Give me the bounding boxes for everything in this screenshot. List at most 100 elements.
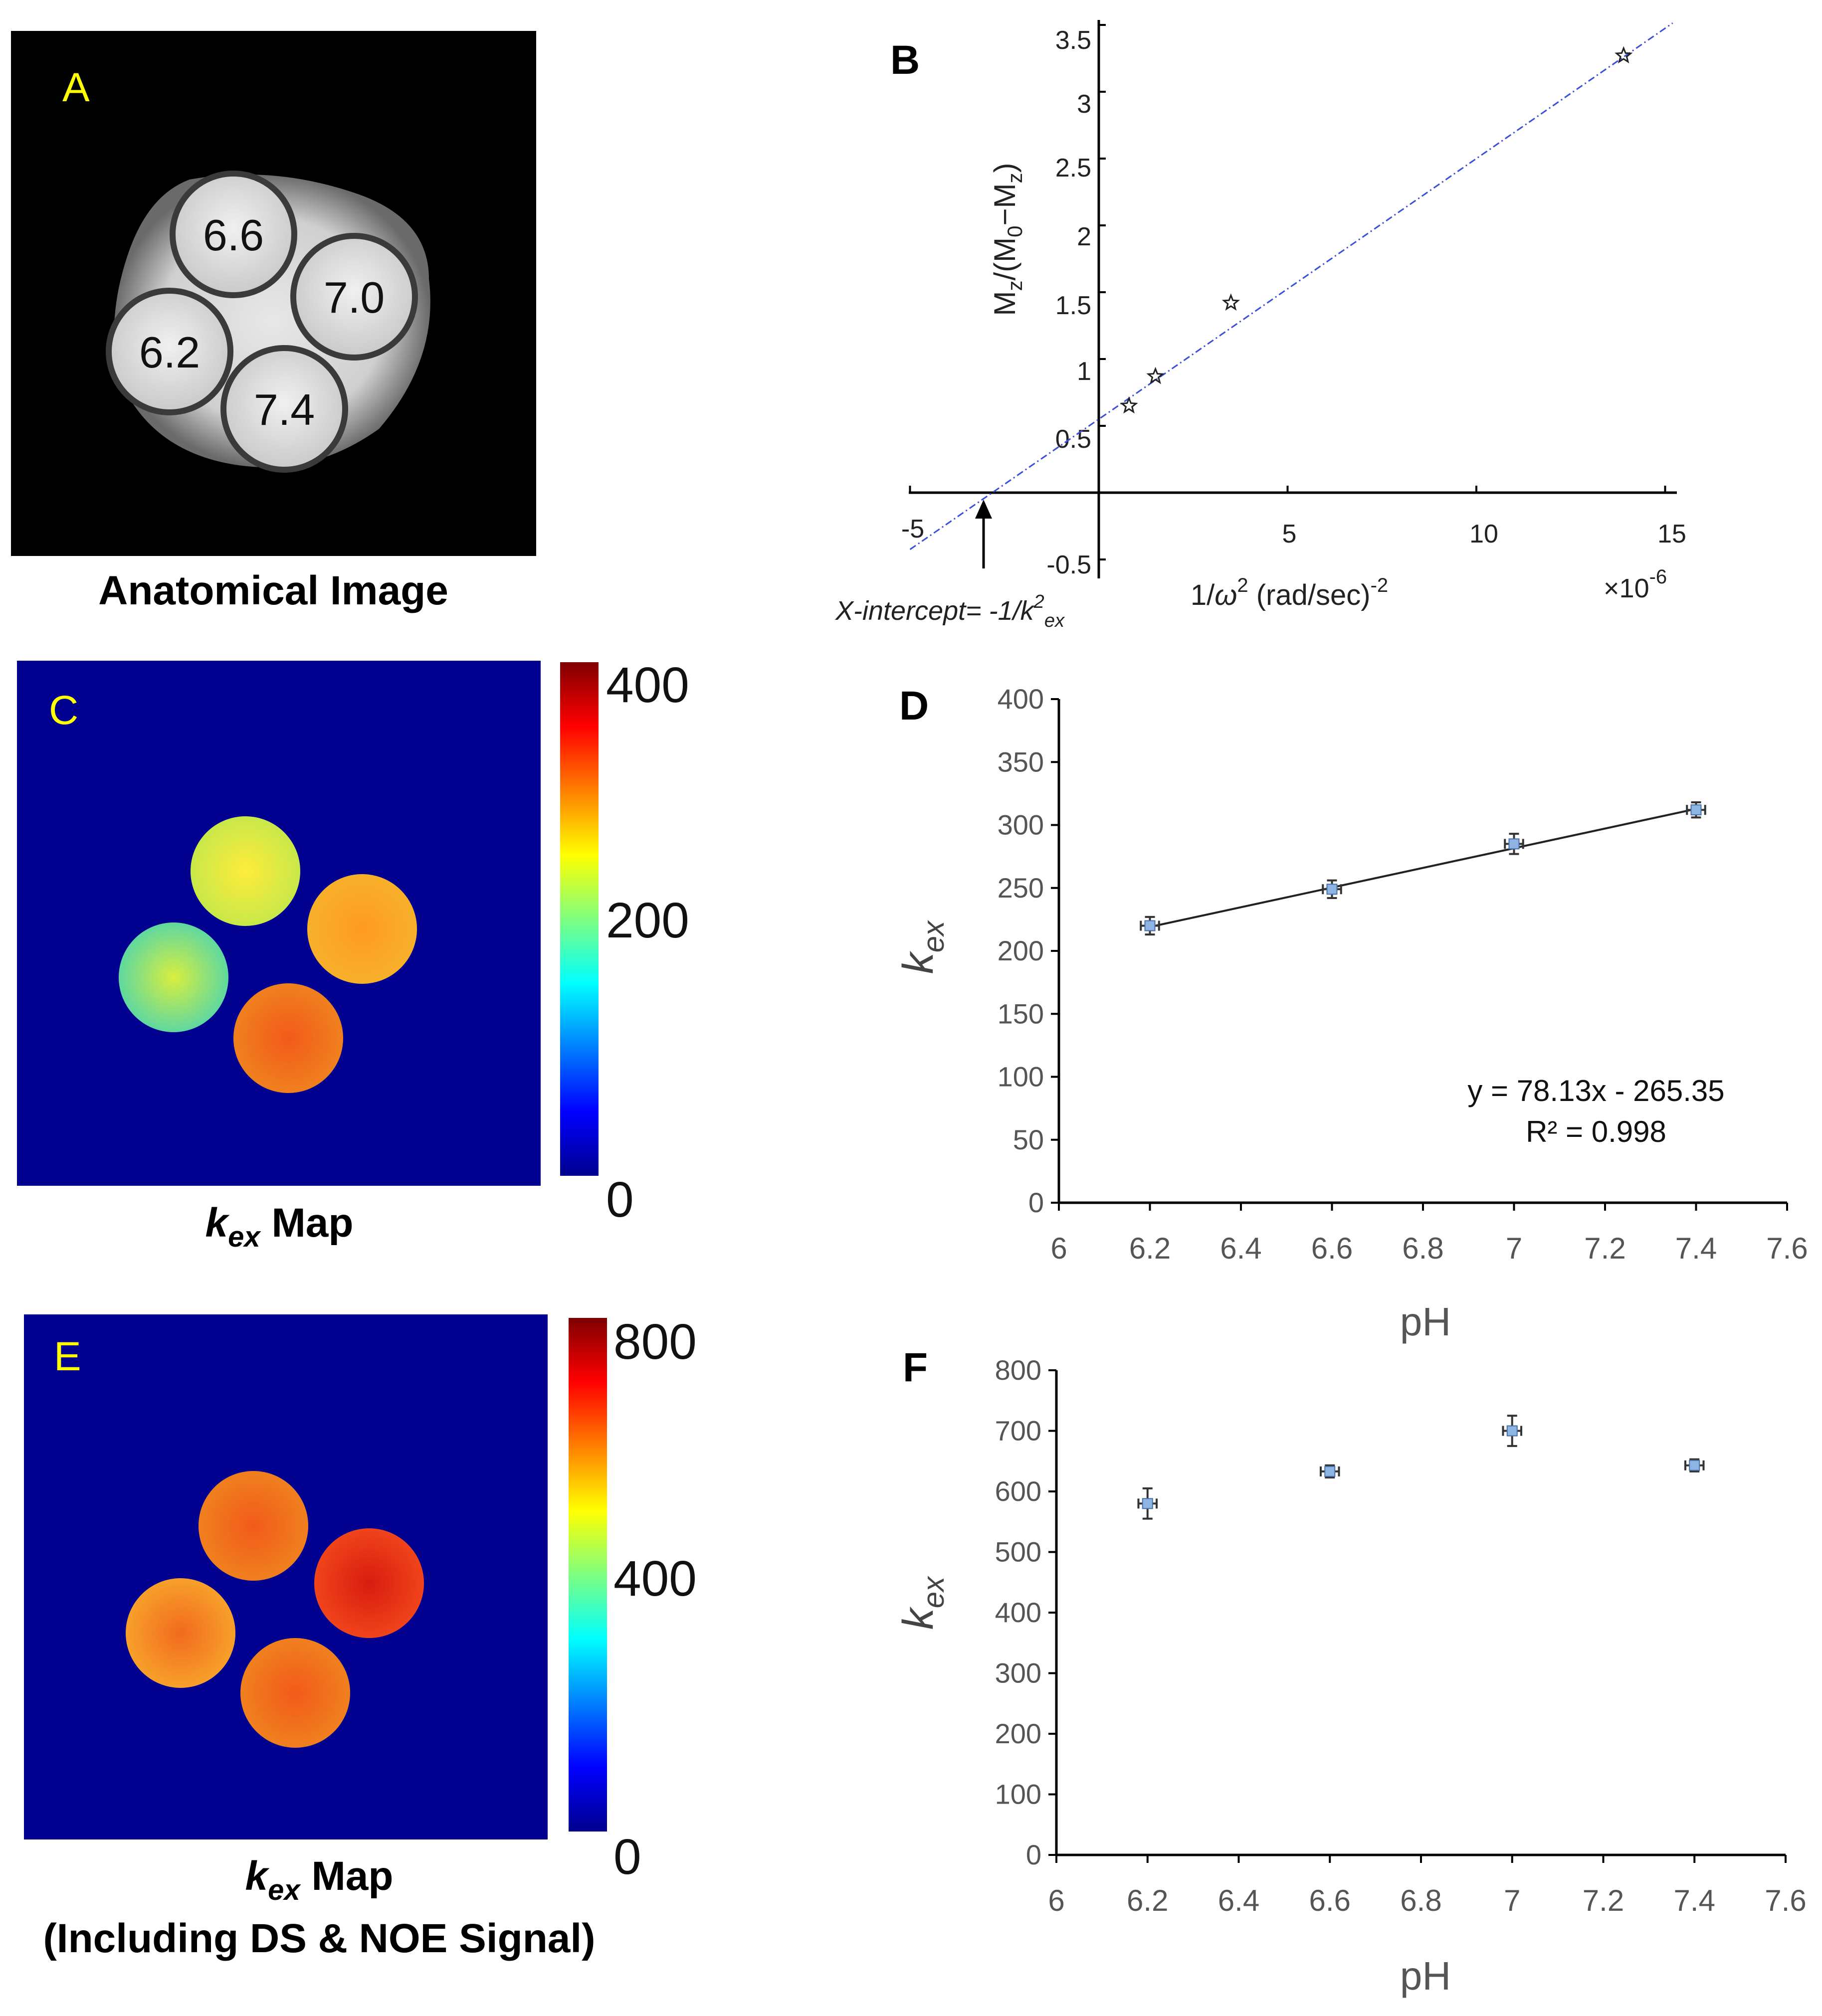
d-x-tick-label: 6.6 (1311, 1232, 1353, 1265)
kex-map-background (17, 661, 541, 1186)
panel-c-caption: kex Map (205, 1200, 354, 1253)
f-x-tick-label: 6 (1048, 1884, 1064, 1917)
d-data-point (1140, 916, 1160, 936)
x-intercept-annotation: X-intercept= -1/k2ex (834, 591, 1065, 631)
d-ylabel-sub: ex (917, 920, 950, 952)
f-plot-area (1137, 1415, 1705, 1520)
vial-label: 6.2 (139, 328, 200, 377)
b-x-exponent: ×10-6 (1604, 566, 1667, 603)
d-axes: 0 50 100 150 200 250 300 350 400 6 6.2 6.4 6.6 6.8 7 7.… (998, 683, 1808, 1265)
f-x-tick-label: 6.4 (1218, 1884, 1259, 1917)
panel-letter-e: E (54, 1334, 81, 1379)
x-intercept-sup: 2 (1033, 591, 1044, 612)
f-x-tick-label: 6.2 (1127, 1884, 1168, 1917)
f-ylabel-sub: ex (917, 1576, 950, 1608)
d-y-tick-label: 400 (998, 683, 1044, 715)
f-data-point (1319, 1464, 1340, 1479)
b-data-point (1120, 396, 1138, 414)
f-x-tick-label: 7.2 (1583, 1884, 1624, 1917)
b-y-tick-label: 0.5 (1055, 425, 1091, 454)
b-x-tick-label: -5 (901, 515, 924, 544)
f-y-tick-label: 600 (995, 1475, 1041, 1507)
d-y-tick-label: 250 (998, 872, 1044, 904)
f-y-tick-label: 300 (995, 1657, 1041, 1689)
d-data-point (1504, 833, 1524, 855)
d-y-tick-label: 200 (998, 935, 1044, 966)
caption-sub: ex (228, 1221, 261, 1253)
d-x-tick-label: 7.4 (1675, 1232, 1717, 1265)
f-data-point (1137, 1487, 1158, 1520)
f-marker (1324, 1466, 1336, 1477)
d-x-tick-label: 6.2 (1129, 1232, 1171, 1265)
b-x-tick-label: 15 (1657, 520, 1686, 549)
f-y-tick-label: 500 (995, 1536, 1041, 1568)
b-x-tick-label: 10 (1469, 520, 1498, 549)
kex-vial-7-0 (307, 874, 417, 984)
colorbar-c-label: 0 (606, 1172, 634, 1228)
b-y-tick-label: -0.5 (1046, 550, 1091, 579)
caption-rest: Map (300, 1853, 394, 1899)
vial-label: 6.6 (203, 210, 264, 260)
colorbar-e-label: 400 (613, 1551, 697, 1607)
f-y-tick-label: 700 (995, 1415, 1041, 1447)
panel-b: B 3.5 3 2.5 2 1.5 1 0.5 -0.5 -5 5 10 15 … (834, 20, 1686, 631)
b-plot-area (909, 22, 1673, 550)
colorbar-c-label: 400 (606, 657, 689, 713)
d-x-tick-label: 6 (1050, 1232, 1067, 1265)
f-y-tick-label: 100 (995, 1779, 1041, 1810)
f-axes: 0 100 200 300 400 500 600 700 800 6 6.2 6.4 6.6 6.8 7 7… (995, 1354, 1807, 1917)
b-data-point (1221, 293, 1240, 311)
f-x-axis-label: pH (1400, 1954, 1451, 1998)
b-y-tick-labels: 3.5 3 2.5 2 1.5 1 0.5 -0.5 (1046, 26, 1091, 579)
b-y-tick-label: 2.5 (1055, 154, 1091, 183)
vial-6-2 (106, 288, 233, 415)
d-y-axis-label: kex (894, 920, 950, 974)
colorbar-e-label: 0 (613, 1829, 641, 1885)
kex-vial-6-6 (191, 816, 300, 926)
b-data-point (1146, 367, 1165, 384)
d-marker (1144, 920, 1156, 931)
panel-letter-c: C (49, 688, 78, 733)
d-data-point (1322, 879, 1342, 899)
d-y-tick-label: 100 (998, 1061, 1044, 1093)
panel-letter-b: B (890, 37, 920, 83)
d-data-point (1686, 801, 1706, 819)
d-x-tick-label: 7.6 (1766, 1232, 1808, 1265)
colorbar-e-label: 800 (613, 1314, 697, 1370)
f-x-tick-label: 6.6 (1309, 1884, 1351, 1917)
panel-letter-d: D (899, 683, 929, 729)
panel-letter-a: A (62, 65, 90, 110)
f-x-tick-label: 7 (1504, 1884, 1520, 1917)
b-x-tick-label: 5 (1282, 520, 1297, 549)
f-marker (1689, 1460, 1700, 1471)
caption-k: k (245, 1853, 270, 1899)
d-y-tick-label: 150 (998, 998, 1044, 1029)
b-x-ticks (909, 486, 1666, 493)
kex-vial-7-4 (233, 983, 343, 1093)
f-data-point (1502, 1415, 1523, 1447)
f-y-axis-label: kex (894, 1576, 950, 1630)
vial-6-6 (170, 171, 297, 298)
kex-full-vial-6-6 (199, 1471, 308, 1581)
panel-e-caption-line2: (Including DS & NOE Signal) (43, 1916, 596, 1961)
d-x-tick-label: 7.2 (1584, 1232, 1625, 1265)
d-ylabel-k: k (894, 950, 942, 974)
panel-d: D 0 50 100 150 200 250 300 350 400 6 6.2 6.4 6.6 6.8 7… (894, 683, 1808, 1344)
b-y-tick-label: 2 (1077, 222, 1091, 251)
caption-sub: ex (268, 1874, 301, 1906)
d-plot-area (1140, 801, 1706, 936)
kex-full-vial-7-4 (240, 1638, 350, 1748)
panel-e: E 800 400 0 kex Map (Including DS & NOE … (24, 1314, 697, 1961)
panel-letter-f: F (903, 1345, 928, 1390)
b-x-tick-labels: -5 5 10 15 (901, 515, 1686, 549)
vial-7-0 (290, 233, 418, 361)
f-data-point (1684, 1458, 1705, 1472)
d-x-axis-label: pH (1400, 1299, 1451, 1344)
vial-7-4 (220, 345, 348, 473)
d-equation: y = 78.13x - 265.35 (1467, 1074, 1724, 1107)
d-x-tick-label: 7 (1506, 1232, 1522, 1265)
kex-map-full-background (24, 1314, 548, 1839)
colorbar-c-label: 200 (606, 893, 689, 948)
b-y-tick-label: 3.5 (1055, 26, 1091, 55)
b-y-tick-label: 3 (1077, 90, 1091, 119)
